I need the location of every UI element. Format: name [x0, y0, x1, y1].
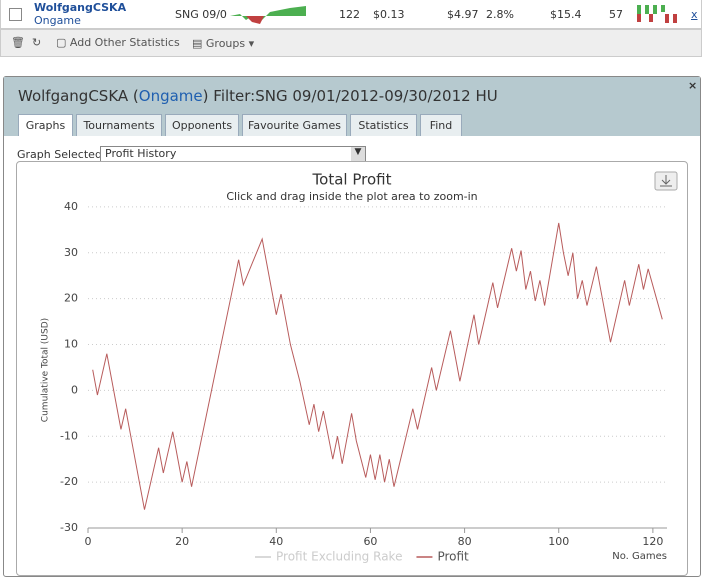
panel-title: WolfgangCSKA (Ongame) Filter:SNG 09/01/2… [18, 87, 498, 105]
x-tick-label: 40 [269, 535, 283, 548]
y-tick-label: 40 [64, 200, 78, 213]
tab[interactable]: Tournaments [76, 114, 162, 136]
x-tick-label: 0 [85, 535, 92, 548]
checkbox[interactable] [9, 8, 22, 21]
add-stats[interactable]: ▢ Add Other Statistics [56, 36, 180, 49]
refresh-icon[interactable]: ↻ [32, 36, 42, 49]
groups-label: Groups [205, 37, 246, 50]
x-tick-label: 100 [548, 535, 569, 548]
y-tick-label: -10 [60, 429, 78, 442]
tab[interactable]: Opponents [165, 114, 239, 136]
tab[interactable]: Find [420, 114, 462, 136]
chart-box: Total Profit Click and drag inside the p… [16, 161, 688, 576]
x-tick-label: 20 [175, 535, 189, 548]
y-tick-label: 30 [64, 246, 78, 259]
header-name: WolfgangCSKA ( [18, 87, 139, 105]
y-tick-label: 10 [64, 338, 78, 351]
profit: $4.97 [447, 8, 479, 21]
y-tick-label: 0 [71, 383, 78, 396]
game: SNG 09/0 [175, 8, 227, 21]
y-tick-label: -20 [60, 475, 78, 488]
avg-stake: $0.13 [373, 8, 405, 21]
roi: 2.8% [486, 8, 514, 21]
header-site[interactable]: Ongame [138, 87, 203, 105]
summary-row: WolfgangCSKA Ongame SNG 09/0 122 $0.13 $… [0, 0, 702, 29]
x-axis-label: No. Games [612, 551, 667, 562]
site: Ongame [34, 14, 81, 27]
chart-title: Total Profit [312, 171, 392, 189]
remove[interactable]: x [691, 8, 698, 21]
tab[interactable]: Favourite Games [242, 114, 347, 136]
games: 122 [339, 8, 360, 21]
tab[interactable]: Graphs [18, 114, 73, 136]
panel: WolfgangCSKA (Ongame) Filter:SNG 09/01/2… [3, 76, 701, 577]
x-tick-label: 60 [363, 535, 377, 548]
winnings: $15.4 [550, 8, 582, 21]
col6: 57 [609, 8, 623, 21]
tab[interactable]: Statistics [350, 114, 417, 136]
x-tick-label: 120 [642, 535, 663, 548]
player[interactable]: WolfgangCSKA [34, 1, 127, 14]
graph-select-label: Graph Selected: [17, 148, 106, 161]
close[interactable]: × [688, 79, 698, 92]
delete-icon[interactable]: 🗑 [11, 36, 25, 49]
chart-subtitle: Click and drag inside the plot area to z… [226, 190, 477, 203]
toolbar: 🗑 ↻ ▢ Add Other Statistics ▤ Groups ▾ [0, 29, 702, 57]
graph-select[interactable]: Profit History ▼ [100, 146, 366, 162]
y-tick-label: -30 [60, 521, 78, 534]
panel-header: WolfgangCSKA (Ongame) Filter:SNG 09/01/2… [4, 77, 700, 136]
legend-label[interactable]: Profit Excluding Rake [276, 550, 402, 564]
y-axis-label: Cumulative Total (USD) [41, 318, 51, 422]
x-tick-label: 80 [458, 535, 472, 548]
mini-bars [637, 5, 677, 23]
y-tick-label: 20 [64, 292, 78, 305]
sparkline [230, 6, 306, 24]
chart: Total Profit Click and drag inside the p… [41, 171, 678, 564]
dropdown-arrow: ▼ [351, 147, 365, 161]
legend-label[interactable]: Profit [437, 550, 469, 564]
header-filter: ) Filter:SNG 09/01/2012-09/30/2012 HU [202, 87, 498, 105]
add-stats-label: Add Other Statistics [69, 36, 180, 49]
graph-select-value: Profit History [105, 147, 177, 160]
groups[interactable]: ▤ Groups ▾ [192, 37, 255, 50]
download-button[interactable] [654, 171, 678, 191]
profit-line [92, 222, 663, 510]
